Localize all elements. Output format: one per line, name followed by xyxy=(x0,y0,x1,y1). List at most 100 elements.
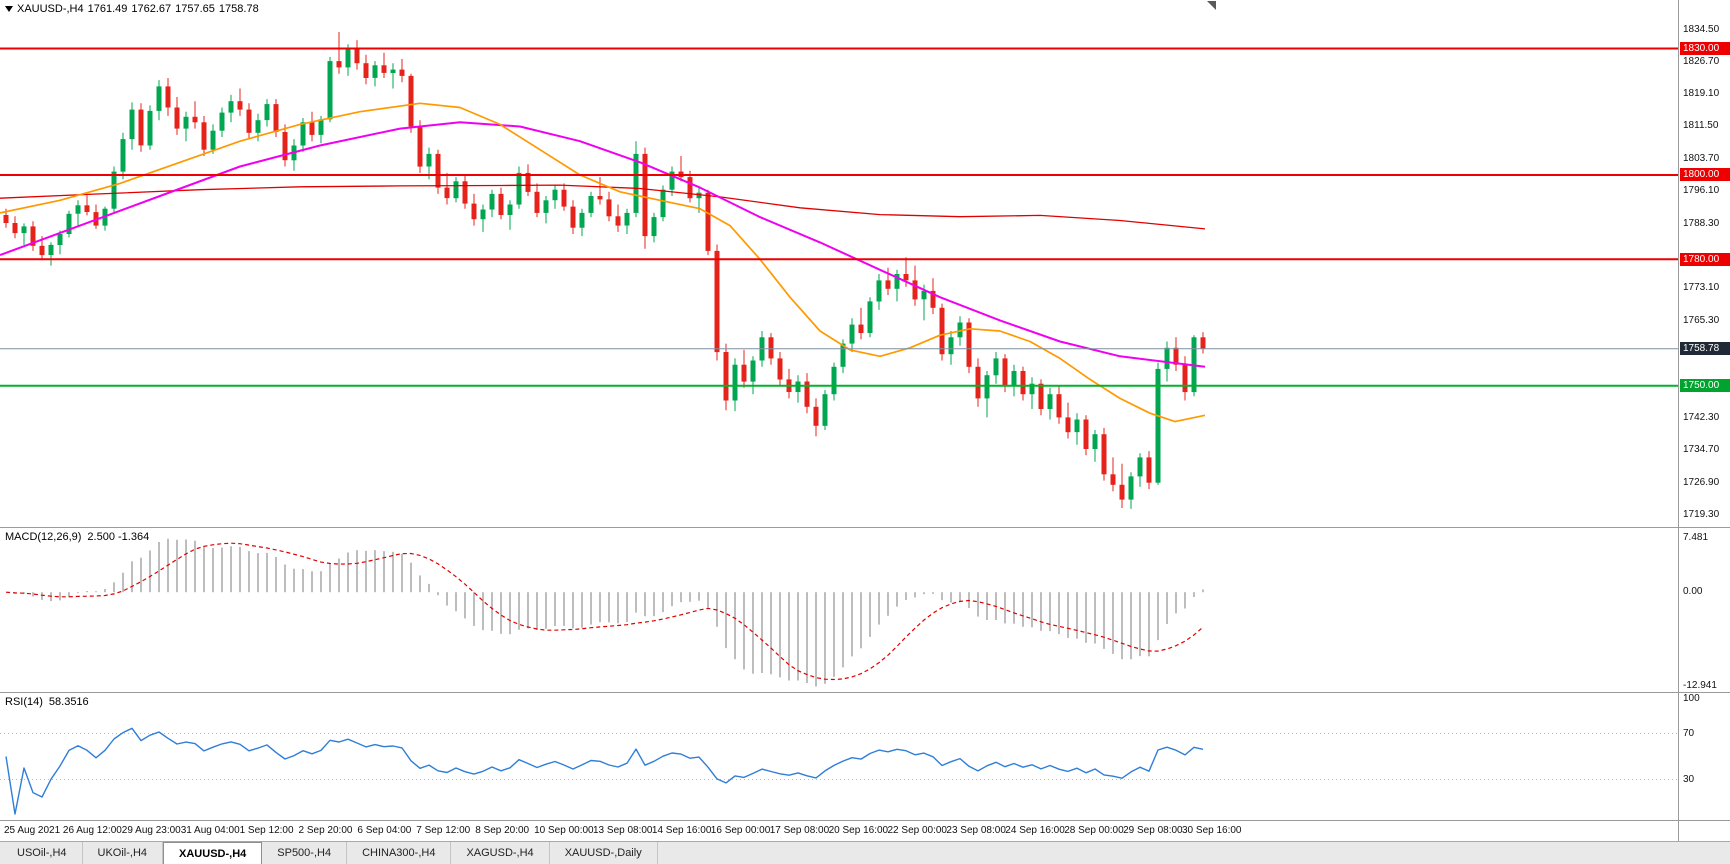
macd-histogram xyxy=(14,538,1204,687)
price-tick: 1819.10 xyxy=(1683,88,1720,100)
candle xyxy=(264,99,270,127)
candle xyxy=(984,371,990,418)
candle xyxy=(282,124,288,167)
candle xyxy=(624,208,630,234)
candle xyxy=(21,223,27,245)
candle xyxy=(120,132,126,180)
candle xyxy=(66,210,72,238)
candle xyxy=(183,111,189,142)
candle xyxy=(750,356,756,395)
candle xyxy=(1128,472,1134,509)
candle xyxy=(237,88,243,116)
candle xyxy=(966,318,972,374)
candle xyxy=(30,221,36,251)
candle xyxy=(930,278,936,315)
rsi-indicator-pane[interactable]: RSI(14) 58.3516 xyxy=(0,693,1678,820)
time-label: 28 Sep 00:00 xyxy=(1064,825,1124,836)
candle xyxy=(417,120,423,173)
candle xyxy=(435,149,441,194)
candle xyxy=(84,195,90,216)
candle xyxy=(57,230,63,255)
time-label: 29 Aug 23:00 xyxy=(121,825,181,836)
time-label: 8 Sep 20:00 xyxy=(475,825,530,836)
candle xyxy=(606,191,612,222)
tab-xauusd-daily[interactable]: XAUUSD-,Daily xyxy=(550,842,658,864)
tab-xauusd-h4[interactable]: XAUUSD-,H4 xyxy=(163,842,263,864)
price-tick: 1834.50 xyxy=(1683,23,1720,35)
ohlc-low: 1757.65 xyxy=(175,3,215,15)
candle xyxy=(210,124,216,154)
rsi-value: 58.3516 xyxy=(48,696,89,708)
candle xyxy=(705,189,711,256)
candle xyxy=(849,318,855,352)
candle xyxy=(948,331,954,365)
candle xyxy=(1038,379,1044,416)
time-axis[interactable]: 25 Aug 2021 26 Aug 12:00 29 Aug 23:00 31 Au… xyxy=(0,820,1678,841)
candles-group xyxy=(3,32,1206,509)
candle xyxy=(561,183,567,211)
candle xyxy=(939,303,945,361)
time-label: 22 Sep 00:00 xyxy=(887,825,948,836)
candle xyxy=(363,54,369,85)
time-label: 7 Sep 12:00 xyxy=(416,825,471,836)
candle xyxy=(75,200,81,226)
candle xyxy=(408,73,414,133)
candle xyxy=(291,139,297,171)
main-chart-canvas[interactable] xyxy=(0,0,1678,527)
pane-separator[interactable] xyxy=(0,527,1730,528)
candle xyxy=(597,177,603,205)
macd-indicator-pane[interactable]: MACD(12,26,9) 2.500 -1.364 xyxy=(0,528,1678,692)
tab-usoil-h4[interactable]: USOil-,H4 xyxy=(2,842,83,864)
chart-symbol-period: XAUUSD-,H4 xyxy=(17,3,84,15)
time-label: 17 Sep 08:00 xyxy=(769,825,830,836)
candle xyxy=(552,185,558,209)
candle xyxy=(975,358,981,407)
candle xyxy=(219,107,225,137)
price-tick: 1765.30 xyxy=(1683,315,1720,327)
macd-values: 2.500 -1.364 xyxy=(87,531,150,543)
candle xyxy=(507,200,513,230)
candle xyxy=(822,390,828,430)
candle xyxy=(1173,337,1179,371)
candle xyxy=(732,358,738,412)
price-tag-1780.00: 1780.00 xyxy=(1680,252,1730,266)
chart-tabs-bar: USOil-,H4 UKOil-,H4 XAUUSD-,H4 SP500-,H4 CHI… xyxy=(0,841,1730,864)
candle xyxy=(381,52,387,78)
candle xyxy=(723,343,729,411)
tab-ukoil-h4[interactable]: UKOil-,H4 xyxy=(83,842,164,864)
candle xyxy=(480,204,486,232)
time-label: 6 Sep 04:00 xyxy=(357,825,412,836)
candle xyxy=(993,352,999,384)
candle xyxy=(714,244,720,361)
tab-sp500-h4[interactable]: SP500-,H4 xyxy=(262,842,348,864)
time-label: 26 Aug 12:00 xyxy=(62,825,122,836)
symbol-dropdown-icon[interactable] xyxy=(5,6,13,12)
candle xyxy=(489,189,495,218)
time-label: 14 Sep 16:00 xyxy=(651,825,712,836)
candle xyxy=(858,307,864,340)
candle xyxy=(345,44,351,76)
candle xyxy=(1137,453,1143,487)
candle xyxy=(462,175,468,209)
chart-shift-marker[interactable] xyxy=(1207,1,1216,10)
main-chart-pane[interactable]: XAUUSD-,H4 1761.49 1762.67 1757.65 1758.78 xyxy=(0,0,1678,527)
candle xyxy=(354,40,360,70)
tab-china300-h4[interactable]: CHINA300-,H4 xyxy=(347,842,452,864)
ohlc-open: 1761.49 xyxy=(87,3,128,15)
pane-separator[interactable] xyxy=(0,692,1730,693)
macd-canvas[interactable] xyxy=(0,528,1678,692)
price-axis[interactable]: 1834.50 1826.70 1819.10 1811.50 1803.70 1796.… xyxy=(1678,0,1730,841)
time-label: 29 Sep 08:00 xyxy=(1123,825,1183,836)
price-tick: 1726.90 xyxy=(1683,477,1720,489)
candle xyxy=(1083,415,1089,456)
time-label: 1 Sep 12:00 xyxy=(239,825,294,836)
candle xyxy=(1146,451,1152,490)
rsi-canvas[interactable] xyxy=(0,693,1678,820)
candle xyxy=(138,103,144,152)
time-label: 25 Aug 2021 xyxy=(4,825,61,836)
candle xyxy=(174,97,180,135)
candle xyxy=(1200,332,1206,354)
candle xyxy=(678,156,684,182)
price-tick: 1811.50 xyxy=(1683,120,1719,132)
tab-xagusd-h4[interactable]: XAGUSD-,H4 xyxy=(451,842,550,864)
